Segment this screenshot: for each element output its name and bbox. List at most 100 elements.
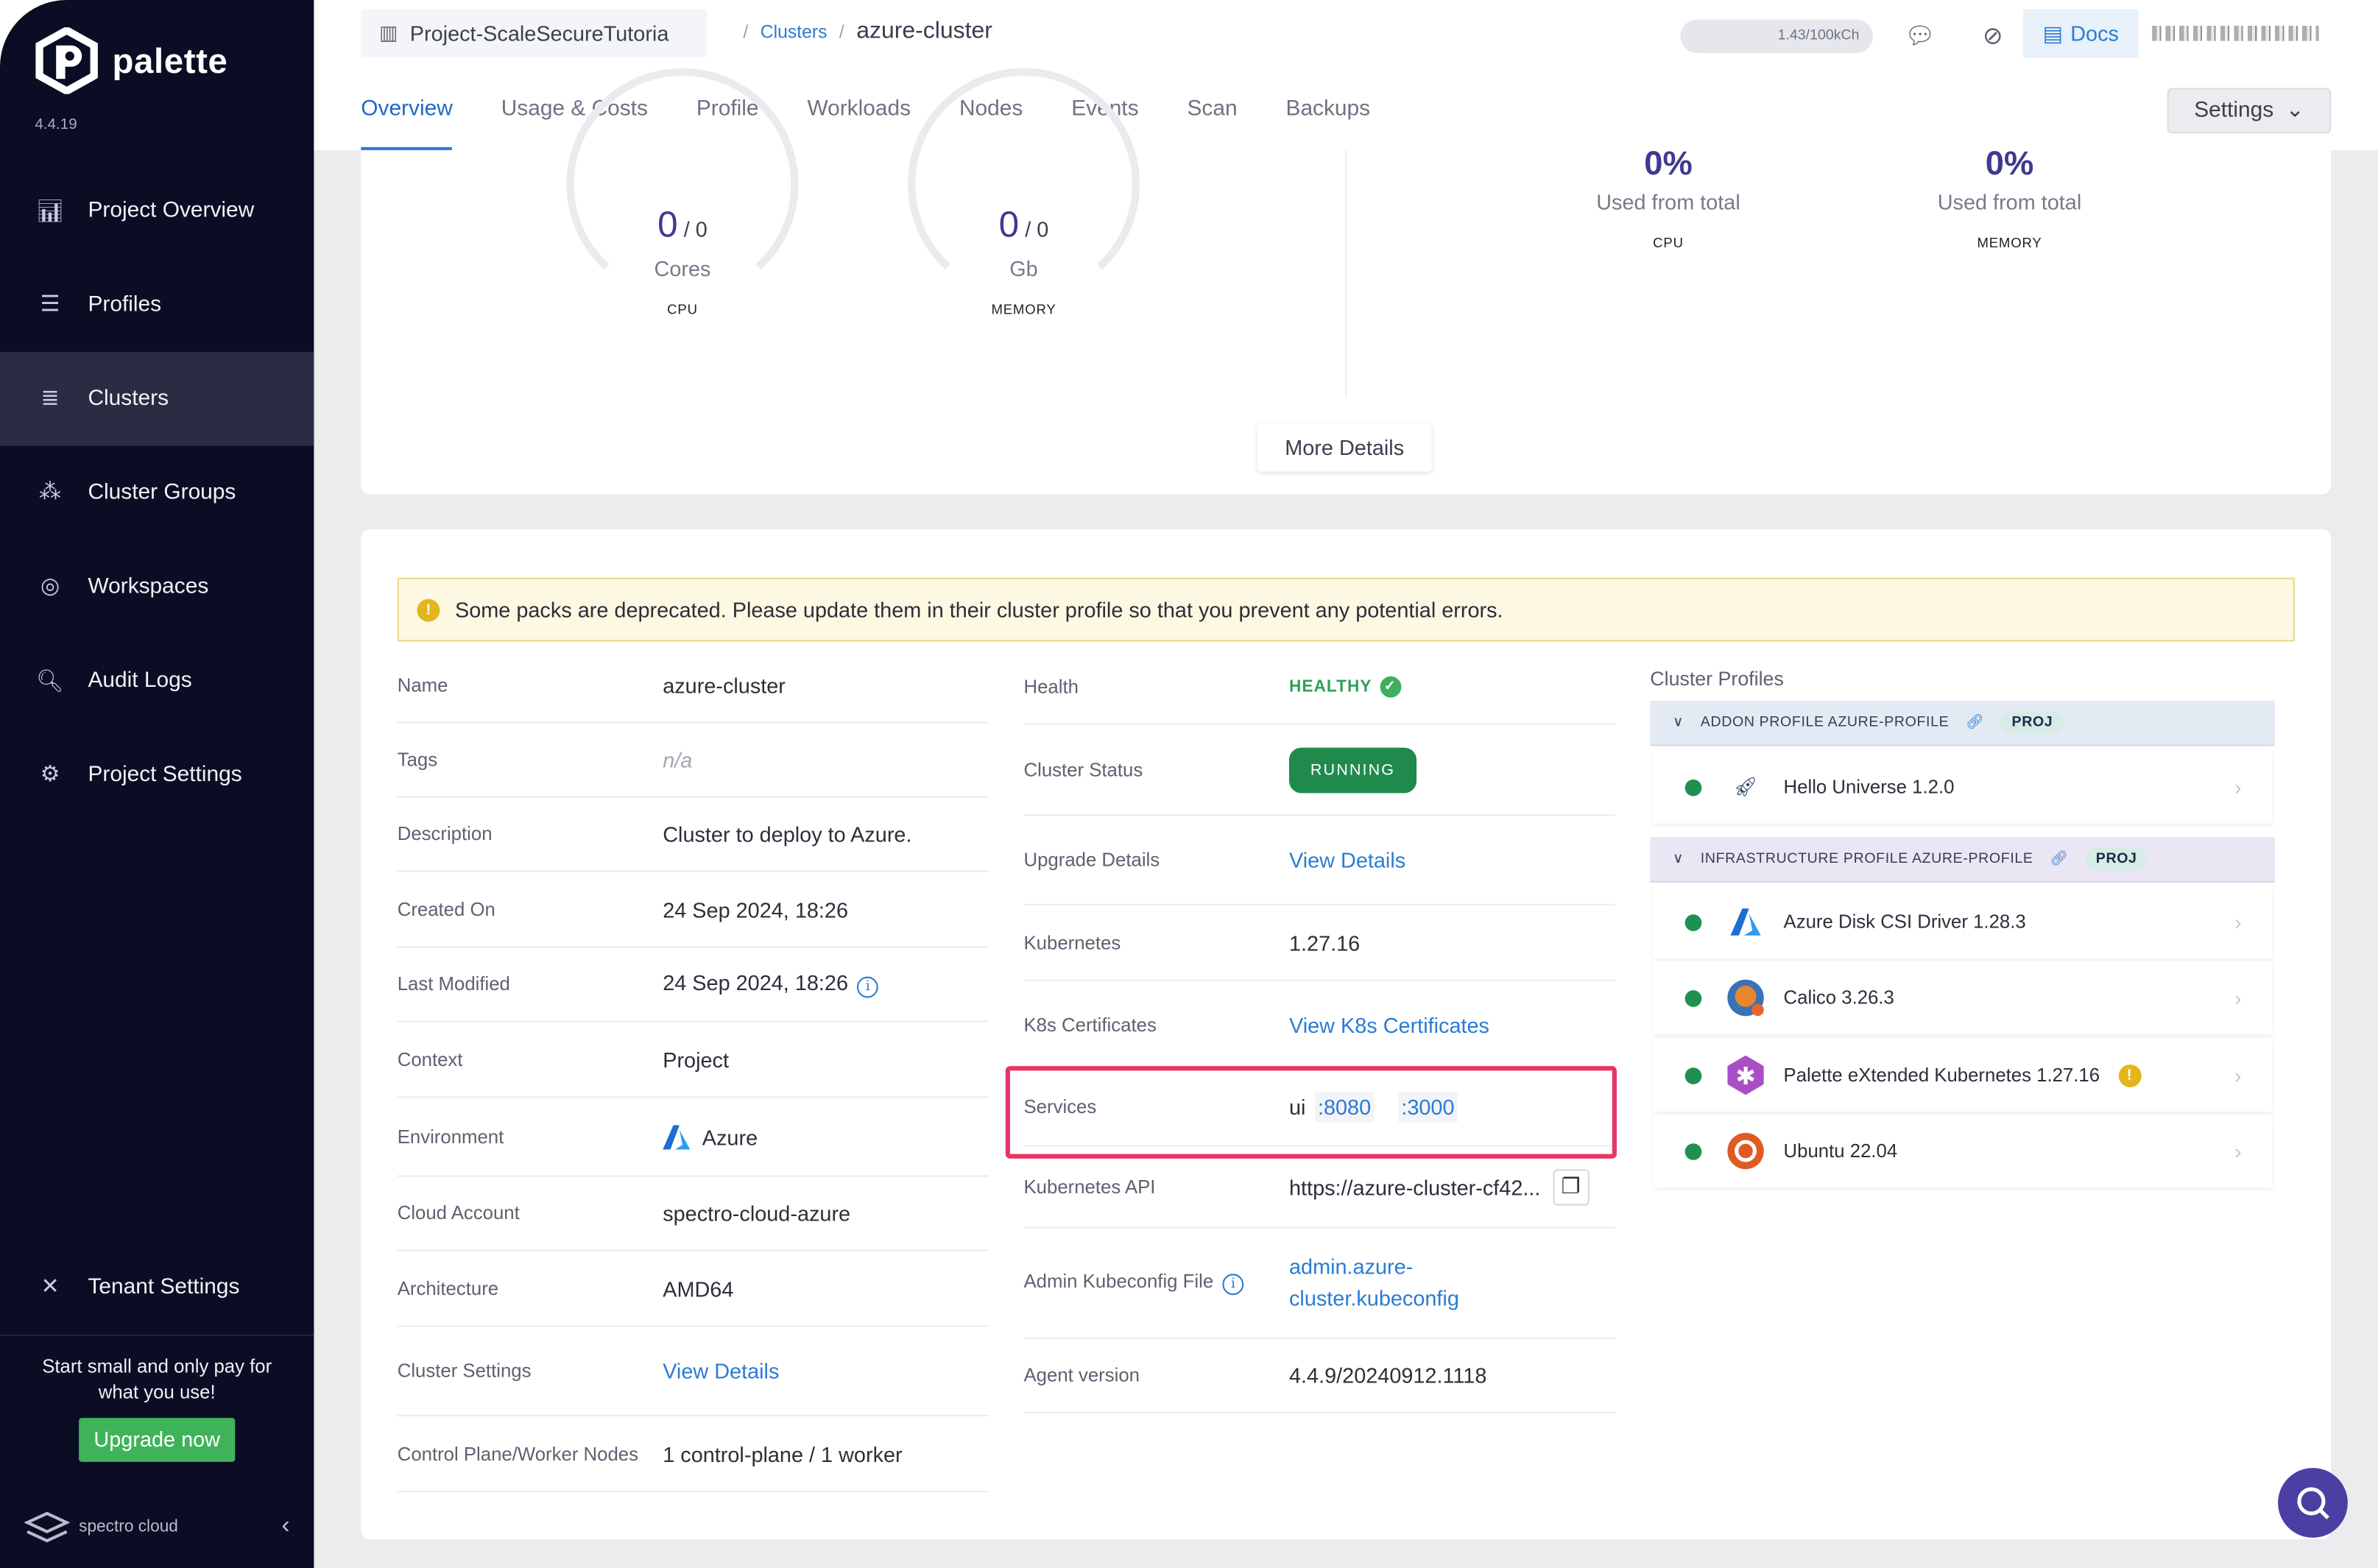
service-port-link[interactable]: :8080 <box>1314 1092 1375 1123</box>
sidebar-item-clusters[interactable]: ≣ Clusters <box>0 351 314 446</box>
sidebar-item-project-overview[interactable]: 📊︎ Project Overview <box>0 163 314 258</box>
sidebar-item-profiles[interactable]: ☰ Profiles <box>0 258 314 352</box>
status-label: Services <box>1023 1096 1097 1118</box>
k8s-certificates-link[interactable]: View K8s Certificates <box>1289 1012 1489 1037</box>
chevron-right-icon: › <box>2234 986 2242 1010</box>
pack-item[interactable]: ✱ Palette eXtended Kubernetes 1.27.16! › <box>1653 1039 2272 1112</box>
details-column: Name azure-cluster Tags n/a Description Clu… <box>397 649 989 1493</box>
cluster-settings-link[interactable]: View Details <box>663 1358 780 1383</box>
detail-value: AMD64 <box>663 1276 734 1301</box>
pack-name: Calico 3.26.3 <box>1783 987 1894 1009</box>
sidebar-item-label: Cluster Groups <box>88 481 236 505</box>
sidebar: palette 4.4.19 📊︎ Project Overview ☰ Profi… <box>0 0 314 1568</box>
percent-label: CPU <box>1653 235 1684 250</box>
detail-value: Project <box>663 1047 729 1072</box>
status-label: Cluster Status <box>1023 759 1143 780</box>
detail-value: Cluster to deploy to Azure. <box>663 822 912 847</box>
detail-row: Context Project <box>397 1022 989 1098</box>
search-icon <box>2297 1487 2329 1519</box>
status-row: Admin Kubeconfig File i admin.azure-cluste… <box>1023 1229 1615 1339</box>
upsell-text: Start small and only pay for what you us… <box>42 1355 272 1403</box>
breadcrumb: / Clusters / azure-cluster <box>743 18 992 46</box>
status-label: Kubernetes API <box>1023 1176 1156 1198</box>
detail-row: Cluster Settings View Details <box>397 1327 989 1417</box>
tab-backups[interactable]: Backups <box>1285 96 1371 121</box>
detail-label: Description <box>397 823 493 845</box>
detail-value: azure-cluster <box>663 673 786 698</box>
cluster-profiles-title: Cluster Profiles <box>1650 667 1784 691</box>
tab-profile[interactable]: Profile <box>696 96 759 121</box>
gauge-used: 0 <box>657 205 678 246</box>
palette-kubernetes-icon: ✱ <box>1726 1055 1765 1095</box>
detail-label: Cluster Settings <box>397 1360 532 1382</box>
info-icon[interactable]: i <box>857 976 879 998</box>
detail-value: 1 control-plane / 1 worker <box>663 1441 903 1466</box>
chat-icon[interactable]: 💬︎ <box>1905 24 1936 50</box>
gauge-total: 0 <box>695 216 708 241</box>
pack-item[interactable]: Calico 3.26.3 › <box>1653 961 2272 1034</box>
user-menu[interactable] <box>2152 26 2319 41</box>
upgrade-details-link[interactable]: View Details <box>1289 847 1406 872</box>
warning-icon[interactable]: ! <box>2117 1064 2141 1087</box>
detail-label: Created On <box>397 898 495 920</box>
detail-row: Last Modified 24 Sep 2024, 18:26 i <box>397 948 989 1023</box>
sidebar-item-label: Tenant Settings <box>88 1275 240 1300</box>
pack-item[interactable]: Ubuntu 22.04 › <box>1653 1115 2272 1187</box>
sidebar-item-tenant-settings[interactable]: ✕ Tenant Settings <box>0 1240 314 1335</box>
detail-label: Architecture <box>397 1277 499 1299</box>
warning-icon: ! <box>417 598 440 621</box>
collapse-sidebar-icon[interactable]: ‹ <box>281 1513 290 1539</box>
agent-version: 4.4.9/20240912.1118 <box>1289 1363 1487 1388</box>
service-port-link[interactable]: :3000 <box>1398 1092 1458 1123</box>
more-details-button[interactable]: More Details <box>1257 423 1432 472</box>
resources-card: 0 / 0 Cores CPU 0 / 0 Gb MEMORY 0% Used f… <box>361 68 2332 495</box>
copy-icon[interactable]: ❐ <box>1552 1168 1590 1205</box>
status-row: Kubernetes API https://azure-cluster-cf42… <box>1023 1146 1615 1229</box>
tab-nodes[interactable]: Nodes <box>959 96 1023 121</box>
kubeconfig-download-link[interactable]: admin.azure-cluster.kubeconfig <box>1289 1254 1459 1310</box>
palette-logo[interactable]: palette <box>33 27 227 94</box>
sidebar-item-audit-logs[interactable]: 🔍︎ Audit Logs <box>0 634 314 728</box>
svg-text:✱: ✱ <box>1735 1062 1756 1090</box>
detail-value: 24 Sep 2024, 18:26 <box>663 897 849 922</box>
breadcrumb-clusters[interactable]: Clusters <box>760 21 828 43</box>
tab-usage-costs[interactable]: Usage & Costs <box>501 96 648 121</box>
tab-workloads[interactable]: Workloads <box>807 96 911 121</box>
pack-name: Palette eXtended Kubernetes 1.27.16 <box>1783 1064 2100 1086</box>
gauge-unit: Cores <box>654 256 711 281</box>
pack-item[interactable]: Azure Disk CSI Driver 1.28.3 › <box>1653 886 2272 958</box>
sidebar-item-cluster-groups[interactable]: ⁂ Cluster Groups <box>0 446 314 540</box>
scope-badge: PROJ <box>2001 711 2064 735</box>
sidebar-item-label: Project Settings <box>88 763 242 788</box>
docs-button[interactable]: ▤ Docs <box>2023 9 2139 58</box>
sidebar-item-label: Profiles <box>88 292 162 317</box>
profile-group-header[interactable]: ∨ INFRASTRUCTURE PROFILE AZURE-PROFILE 🔗︎ P… <box>1650 837 2275 883</box>
kubernetes-version: 1.27.16 <box>1289 930 1361 955</box>
settings-dropdown[interactable]: Settings ⌄ <box>2167 88 2332 134</box>
tools-icon: ✕ <box>40 1275 60 1300</box>
tab-scan[interactable]: Scan <box>1187 96 1238 121</box>
chevron-down-icon: ∨ <box>1673 714 1684 731</box>
brand-name: spectro cloud <box>79 1518 178 1536</box>
gear-icon: ⚙ <box>40 763 60 788</box>
percent-label: MEMORY <box>1977 235 2042 250</box>
ubuntu-icon <box>1726 1131 1765 1171</box>
tab-overview[interactable]: Overview <box>361 97 476 150</box>
detail-value: n/a <box>663 747 693 772</box>
detail-row: Name azure-cluster <box>397 649 989 724</box>
info-icon[interactable]: i <box>1222 1274 1244 1296</box>
memory-gauge: 0 / 0 Gb MEMORY <box>903 68 1146 393</box>
divider <box>1345 149 1347 398</box>
profile-group-header[interactable]: ∨ ADDON PROFILE AZURE-PROFILE 🔗︎ PROJ <box>1650 700 2275 746</box>
upgrade-button[interactable]: Upgrade now <box>78 1418 236 1462</box>
chevron-right-icon: › <box>2234 1063 2242 1088</box>
calico-icon <box>1726 978 1765 1018</box>
sidebar-item-workspaces[interactable]: ◎ Workspaces <box>0 540 314 634</box>
compass-icon[interactable]: ⊘ <box>1983 24 2003 50</box>
pack-item[interactable]: 🚀︎ Hello Universe 1.2.0 › <box>1653 750 2272 824</box>
project-selector[interactable]: ▥ Project-ScaleSecureTutoria <box>361 9 707 58</box>
sidebar-item-project-settings[interactable]: ⚙ Project Settings <box>0 728 314 822</box>
search-help-button[interactable] <box>2278 1468 2348 1538</box>
percent-caption: Used from total <box>1596 189 1740 214</box>
hello-universe-icon: 🚀︎ <box>1733 775 1758 797</box>
